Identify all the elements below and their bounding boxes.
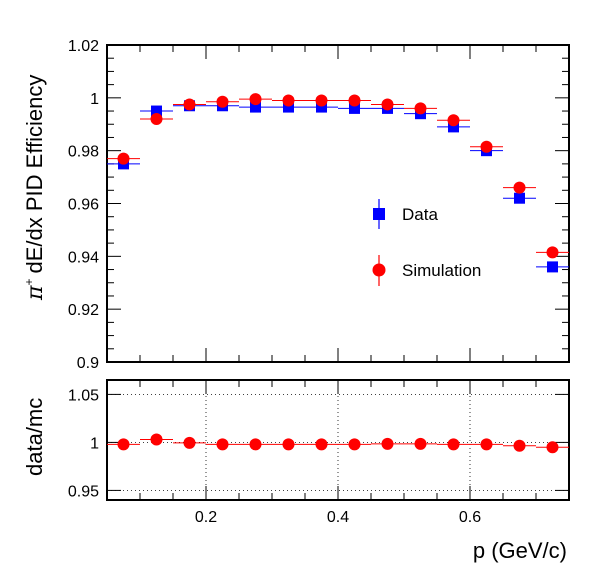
ratio-point [216,438,229,451]
data-point [514,192,525,204]
efficiency-panel: 0.9 0.92 0.94 0.96 0.98 1 1.02 Data Simulation… [22,38,570,372]
simulation-point [348,94,361,107]
legend-entry-simulation: Simulation [372,255,481,286]
data-point [349,102,360,114]
simulation-point [447,114,460,127]
y-title-superscript: + [22,279,36,286]
ratio-y-tick-label: 1.05 [68,387,99,404]
ratio-point [447,438,460,451]
ratio-point [150,433,163,446]
efficiency-y-tick-label: 0.94 [68,249,99,266]
simulation-point [150,112,163,125]
efficiency-x-axis [106,45,570,362]
legend-entry-data: Data [373,199,438,229]
simulation-point [315,94,328,107]
data-point [250,101,261,113]
ratio-y-tick-label: 0.95 [68,483,99,500]
ratio-y-tick-label: 1 [90,435,99,452]
legend-sim-marker [372,263,386,277]
legend-sim-label: Simulation [402,261,481,280]
ratio-point [183,436,196,449]
ratio-x-axis: 0.2 0.4 0.6 [106,380,570,526]
ratio-point [315,438,328,451]
data-point [316,101,327,113]
ratio-panel: 0.95 1 1.05 0.2 0.4 0.6 data/mc [22,379,570,526]
simulation-point [249,93,262,106]
ratio-point [513,439,526,452]
y-title-text: dE/dx PID Efficiency [22,75,47,274]
simulation-point [513,181,526,194]
simulation-point [216,95,229,108]
ratio-point [414,437,427,450]
efficiency-y-axis: 0.9 0.92 0.94 0.96 0.98 1 1.02 [68,38,569,372]
ratio-x-tick-label: 0.6 [459,509,481,526]
ratio-point [381,437,394,450]
simulation-point [480,140,493,153]
ratio-point [249,438,262,451]
data-point [151,105,162,117]
legend-data-marker [373,208,385,220]
ratio-x-tick-label: 0.2 [195,509,217,526]
ratio-point [480,438,493,451]
efficiency-marks [107,93,569,273]
legend-data-label: Data [402,205,438,224]
x-axis-title: p (GeV/c) [473,538,567,563]
simulation-point [117,152,130,165]
simulation-point [381,98,394,111]
efficiency-y-tick-label: 0.9 [77,355,99,372]
ratio-marks [107,433,569,454]
efficiency-frame [106,44,570,363]
simulation-point [546,246,559,259]
data-point [283,101,294,113]
data-point [448,121,459,133]
efficiency-y-axis-title: π+ dE/dx PID Efficiency [22,75,48,301]
ratio-point [546,441,559,454]
efficiency-y-tick-label: 0.92 [68,302,99,319]
efficiency-y-tick-label: 1.02 [68,38,99,55]
ratio-y-axis-title: data/mc [22,398,47,476]
y-title-symbol: π [23,285,48,301]
simulation-point [183,98,196,111]
ratio-grid [107,380,569,500]
ratio-point [117,438,130,451]
efficiency-y-tick-label: 0.98 [68,144,99,161]
efficiency-y-tick-label: 0.96 [68,197,99,214]
data-point [547,261,558,273]
ratio-point [282,438,295,451]
simulation-point [282,94,295,107]
ratio-point [348,438,361,451]
ratio-x-tick-label: 0.4 [327,509,349,526]
ratio-y-axis: 0.95 1 1.05 [68,387,569,500]
simulation-point [414,102,427,115]
legend: Data Simulation [372,199,481,286]
efficiency-y-tick-label: 1 [90,91,99,108]
